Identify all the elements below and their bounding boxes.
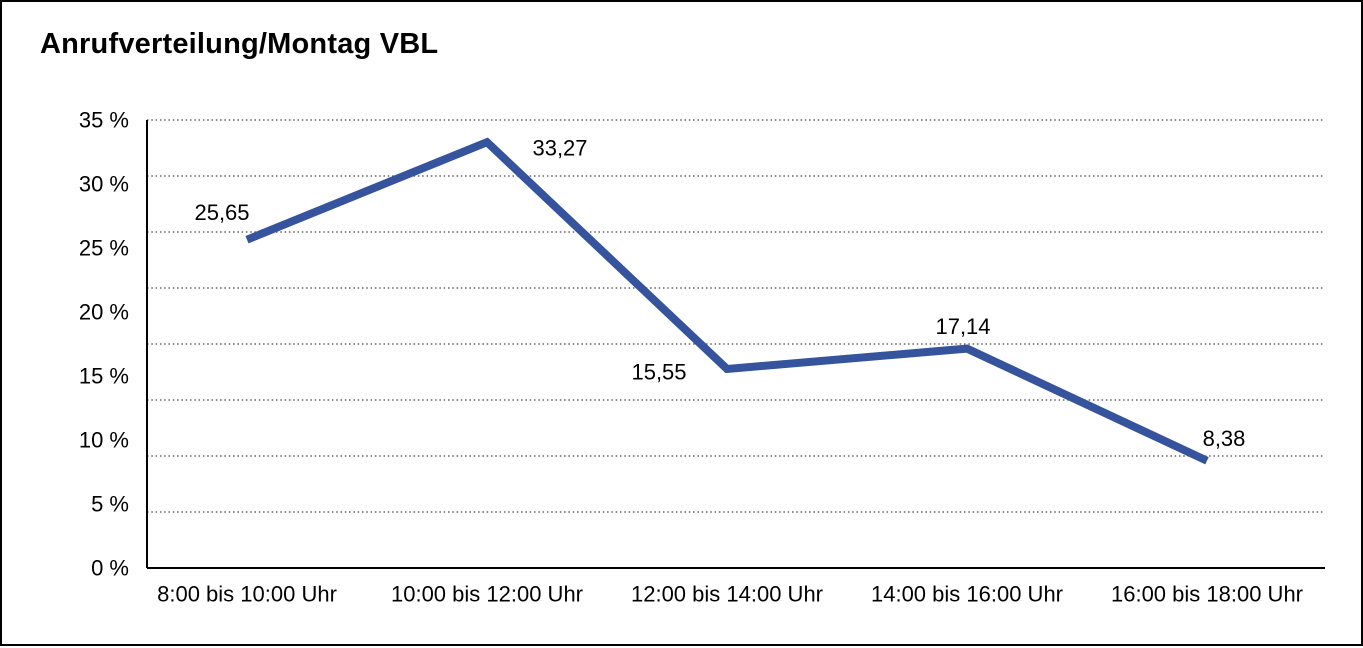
y-axis-tick-label: 15 % [79,364,129,389]
chart-title: Anrufverteilung/Montag VBL [40,28,439,60]
data-value-label: 17,14 [935,314,990,339]
x-axis-category-label: 10:00 bis 12:00 Uhr [391,582,583,607]
y-axis-tick-label: 5 % [91,492,129,517]
y-axis-tick-label: 10 % [79,428,129,453]
y-axis-tick-label: 30 % [79,172,129,197]
y-axis-tick-label: 35 % [79,108,129,133]
data-line [245,137,1209,465]
x-axis-category-label: 12:00 bis 14:00 Uhr [631,582,823,607]
data-value-label: 25,65 [194,200,249,225]
y-axis-tick-label: 20 % [79,300,129,325]
data-value-label: 8,38 [1203,426,1246,451]
y-axis-tick-label: 0 % [91,556,129,581]
y-axis-tick-label: 25 % [79,236,129,261]
data-value-label: 33,27 [532,136,587,161]
data-value-label: 15,55 [631,359,686,384]
x-axis-category-label: 8:00 bis 10:00 Uhr [157,582,337,607]
x-axis-category-label: 16:00 bis 18:00 Uhr [1111,582,1303,607]
x-axis-category-label: 14:00 bis 16:00 Uhr [871,582,1063,607]
